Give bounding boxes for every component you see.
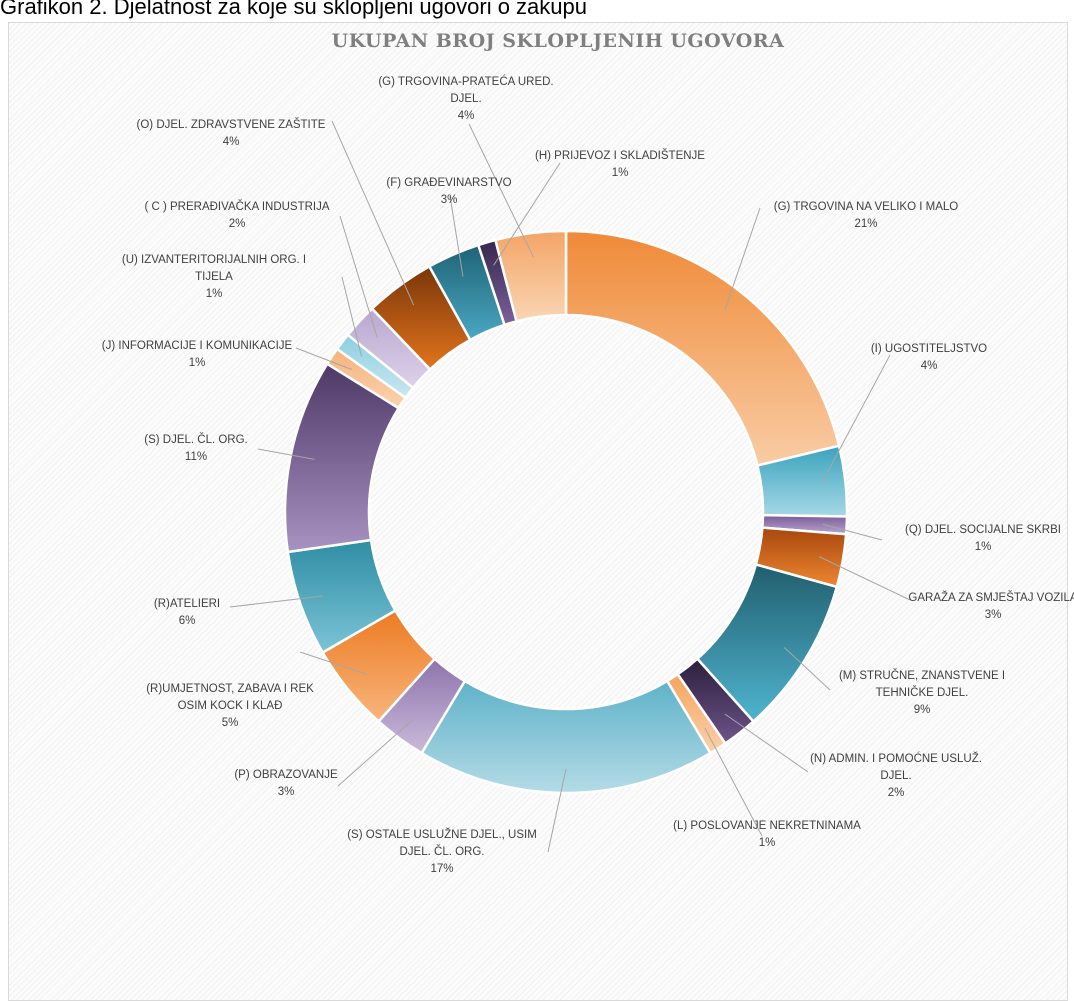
slice-category: (I) UGOSTITELJSTVO	[871, 343, 987, 355]
leader-line-15	[331, 120, 415, 306]
slice-category: (S) OSTALE USLUŽNE DJEL., USIM	[347, 828, 537, 841]
leader-line-1	[820, 354, 891, 484]
slice-percent: 4%	[223, 136, 240, 148]
leader-line-7	[547, 768, 567, 853]
slice-percent: 1%	[975, 541, 992, 553]
slice-percent: 4%	[921, 360, 938, 372]
slice-percent: 2%	[229, 218, 246, 230]
leader-line-10	[229, 595, 324, 608]
slice-category: (H) PRIJEVOZ I SKLADIŠTENJE	[535, 149, 705, 162]
slice-18	[493, 229, 568, 323]
slice-label-11: (S) DJEL. ČL. ORG. 11%	[144, 433, 248, 463]
leader-line-14	[339, 215, 378, 338]
slice-label-14: ( C ) PRERAĐIVAČKA INDUSTRIJA 2%	[144, 200, 329, 230]
leader-line-5	[724, 713, 809, 773]
slice-percent: 4%	[458, 110, 475, 122]
slice-category: (Q) DJEL. SOCIJALNE SKRBI	[905, 524, 1061, 536]
leader-line-6	[704, 727, 763, 837]
slice-category: GARAŽA ZA SMJEŠTAJ VOZILA	[908, 591, 1074, 604]
slice-label-15: (O) DJEL. ZDRAVSTVENE ZAŠTITE 4%	[137, 118, 326, 148]
slice-7	[419, 679, 713, 795]
slice-label-13: (U) IZVANTERITORIJALNIH ORG. I TIJELA 1%	[122, 254, 306, 300]
slice-category: TIJELA	[195, 271, 233, 283]
slice-0	[564, 229, 841, 468]
slice-percent: 3%	[985, 609, 1002, 621]
slice-category: DJEL. ČL. ORG.	[400, 845, 485, 858]
slice-percent: 1%	[206, 288, 223, 300]
slice-category: OSIM KOCK I KLAĐ	[178, 700, 283, 712]
slice-category: (P) OBRAZOVANJE	[234, 769, 338, 781]
slice-label-7: (S) OSTALE USLUŽNE DJEL., USIM DJEL. ČL. …	[347, 828, 537, 875]
slice-category: (R)UMJETNOST, ZABAVA I REK	[146, 683, 314, 695]
leader-line-8	[337, 718, 414, 787]
slice-label-12: (J) INFORMACIJE I KOMUNIKACIJE 1%	[102, 340, 293, 369]
leader-line-2	[822, 523, 883, 541]
slice-labels: (G) TRGOVINA NA VELIKO I MALO 21% (I) UGOS…	[102, 75, 1074, 875]
slice-category: (N) ADMIN. I POMOĆNE USLUŽ.	[810, 752, 982, 765]
slice-label-4: (M) STRUČNE, ZNANSTVENE I TEHNIČKE DJEL. 9…	[839, 669, 1005, 716]
leader-lines	[229, 120, 911, 853]
slice-percent: 11%	[185, 451, 207, 463]
slice-category: (U) IZVANTERITORIJALNIH ORG. I	[122, 254, 306, 266]
slice-label-5: (N) ADMIN. I POMOĆNE USLUŽ. DJEL. 2%	[810, 752, 982, 799]
slice-percent: 1%	[612, 167, 629, 179]
slice-percent: 2%	[888, 787, 905, 799]
leader-line-13	[341, 276, 362, 357]
leader-line-17	[493, 162, 561, 266]
slice-label-2: (Q) DJEL. SOCIJALNE SKRBI 1%	[905, 524, 1061, 553]
slice-percent: 3%	[278, 786, 295, 798]
chart-title: UKUPAN BROJ SKLOPLJENIH UGOVORA	[332, 30, 785, 52]
slice-label-16: (F) GRAĐEVINARSTVO 3%	[386, 177, 511, 206]
slice-category: (L) POSLOVANJE NEKRETNINAMA	[673, 820, 861, 832]
chart-area	[8, 22, 1068, 1001]
slice-label-17: (H) PRIJEVOZ I SKLADIŠTENJE 1%	[535, 149, 705, 179]
slice-category: DJEL.	[450, 93, 481, 105]
slice-percent: 21%	[854, 218, 877, 230]
leader-line-11	[257, 448, 315, 460]
slice-label-9: (R)UMJETNOST, ZABAVA I REK OSIM KOCK I KL…	[146, 683, 314, 729]
slice-category: (G) TRGOVINA NA VELIKO I MALO	[774, 201, 959, 213]
slice-percent: 1%	[189, 357, 206, 369]
slice-label-1: (I) UGOSTITELJSTVO 4%	[871, 343, 987, 372]
slice-category: (G) TRGOVINA-PRATEĆA URED.	[378, 75, 553, 88]
slice-category: (M) STRUČNE, ZNANSTVENE I	[839, 669, 1005, 682]
slice-percent: 6%	[179, 615, 196, 627]
leader-line-9	[299, 651, 367, 675]
slice-label-0: (G) TRGOVINA NA VELIKO I MALO 21%	[774, 201, 959, 230]
slice-percent: 5%	[222, 717, 239, 729]
slice-label-6: (L) POSLOVANJE NEKRETNINAMA 1%	[673, 820, 861, 849]
leader-line-0	[724, 207, 761, 311]
slice-percent: 1%	[759, 837, 776, 849]
slice-category: DJEL.	[880, 770, 911, 782]
figure-caption: Grafikon 2. Djelatnost za koje su sklopl…	[0, 0, 587, 19]
slice-category: (F) GRAĐEVINARSTVO	[386, 177, 511, 189]
leader-line-18	[468, 123, 534, 258]
slice-category: (J) INFORMACIJE I KOMUNIKACIJE	[102, 340, 293, 352]
slice-percent: 9%	[914, 704, 931, 716]
slice-category: ( C ) PRERAĐIVAČKA INDUSTRIJA	[144, 200, 329, 213]
leader-line-4	[784, 647, 831, 691]
slice-category: (R)ATELIERI	[154, 598, 220, 610]
slice-label-10: (R)ATELIERI 6%	[154, 598, 220, 627]
leader-line-12	[295, 347, 353, 371]
slice-percent: 17%	[430, 863, 453, 875]
slice-category: TEHNIČKE DJEL.	[876, 686, 969, 699]
slice-percent: 3%	[441, 194, 458, 206]
slice-label-18: (G) TRGOVINA-PRATEĆA URED. DJEL. 4%	[378, 75, 553, 122]
leader-line-3	[818, 556, 911, 601]
slice-label-8: (P) OBRAZOVANJE 3%	[234, 769, 338, 798]
slice-label-3: GARAŽA ZA SMJEŠTAJ VOZILA 3%	[908, 591, 1074, 621]
slices	[283, 229, 849, 795]
leader-line-16	[449, 195, 464, 277]
slice-category: (S) DJEL. ČL. ORG.	[144, 433, 248, 446]
slice-category: (O) DJEL. ZDRAVSTVENE ZAŠTITE	[137, 118, 326, 131]
